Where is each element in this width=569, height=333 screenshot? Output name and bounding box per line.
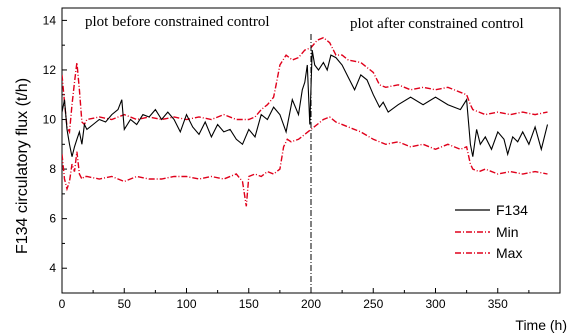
x-tick-label: 100 — [176, 297, 196, 311]
y-tick-label: 6 — [49, 212, 56, 226]
x-tick-label: 250 — [363, 297, 383, 311]
x-axis-label: Time (h) — [515, 317, 567, 333]
legend: F134 Min Max — [455, 202, 528, 261]
x-tick-label: 200 — [301, 297, 321, 311]
legend-label-max: Max — [496, 245, 522, 261]
annotation-before: plot before constrained control — [85, 14, 270, 30]
legend-label-f134: F134 — [496, 202, 528, 218]
legend-label-min: Min — [496, 224, 519, 240]
y-tick-label: 10 — [43, 113, 57, 127]
x-tick-label: 350 — [488, 297, 508, 311]
series-line-f134 — [62, 50, 549, 157]
x-tick-label: 0 — [59, 297, 66, 311]
y-tick-label: 4 — [49, 261, 56, 275]
series-line-min — [62, 116, 548, 207]
annotation-after: plot after constrained control — [350, 16, 524, 32]
series-line-max — [62, 36, 548, 135]
y-tick-label: 12 — [43, 63, 57, 77]
axis-ticks: 0 50 100 150 200 250 300 350 4 6 8 10 12 14 — [43, 13, 561, 311]
y-tick-label: 8 — [49, 162, 56, 176]
x-tick-label: 50 — [118, 297, 132, 311]
y-axis-label: F134 circulatory flux (t/h) — [14, 78, 31, 254]
y-tick-label: 14 — [43, 13, 57, 27]
series-lines — [62, 36, 549, 207]
x-tick-label: 150 — [239, 297, 259, 311]
x-tick-label: 300 — [425, 297, 445, 311]
